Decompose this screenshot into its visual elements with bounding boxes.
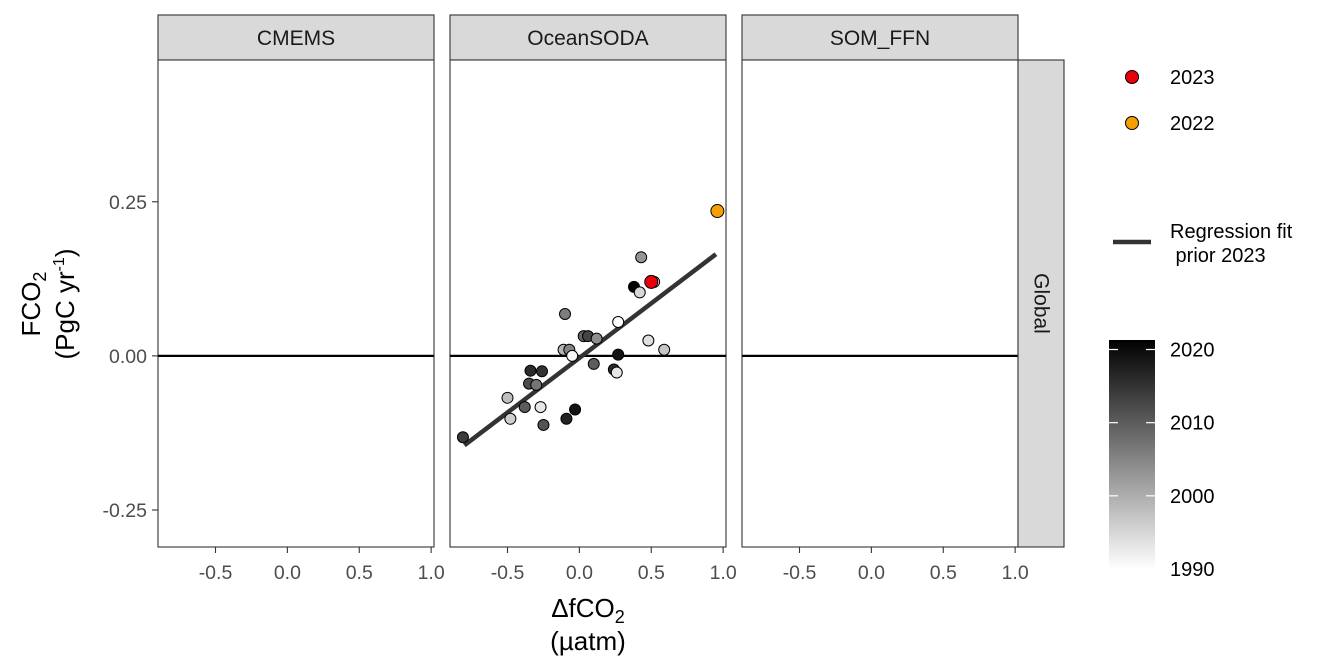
year-colorbar-ticks: 2020 2010 2000 1990 xyxy=(1109,340,1215,581)
panel-strip-cmems xyxy=(157,14,435,61)
x-axis-title-main: ΔfCO xyxy=(551,593,615,623)
x-tick-label: -0.5 xyxy=(199,562,233,584)
panel-cmems: CMEMS xyxy=(157,14,435,548)
colorbar-label: 2000 xyxy=(1170,486,1215,508)
data-point xyxy=(504,412,517,425)
data-point xyxy=(456,431,469,444)
panel-strip-som-ffn xyxy=(741,14,1019,61)
data-point xyxy=(612,348,625,361)
legend-regression-label: Regression fit prior 2023 xyxy=(1170,221,1293,267)
data-point-2023 xyxy=(644,274,659,289)
colorbar-label: 2020 xyxy=(1170,340,1215,362)
data-point xyxy=(612,315,625,328)
y-axis-unit: (PgC yr-1) xyxy=(50,248,80,359)
panel-oceansoda: OceanSODA xyxy=(449,14,727,548)
x-axis-title-subscript: 2 xyxy=(615,607,625,627)
row-strip-rect xyxy=(1017,59,1065,548)
panel-plot-area-som-ffn xyxy=(741,59,1019,548)
data-point xyxy=(530,378,543,391)
colorbar-label: 1990 xyxy=(1170,559,1215,581)
panel-strip-label-oceansoda: OceanSODA xyxy=(527,27,648,50)
legend-2022-marker xyxy=(1125,116,1139,130)
data-point xyxy=(658,343,671,356)
panel-strip-label-som-ffn: SOM_FFN xyxy=(830,27,930,50)
data-point xyxy=(560,412,573,425)
y-axis: -0.25 0.00 0.25 xyxy=(103,192,158,522)
row-strip-global: Global xyxy=(1017,59,1065,548)
panel-strip-label-cmems: CMEMS xyxy=(257,27,335,50)
data-point xyxy=(642,334,655,347)
row-strip-label: Global xyxy=(1030,273,1053,334)
panel-plot-area-oceansoda xyxy=(449,59,727,548)
colorbar-label: 2010 xyxy=(1170,413,1215,435)
data-point-2022 xyxy=(710,204,725,219)
y-tick-label: -0.25 xyxy=(103,500,148,522)
data-point xyxy=(569,403,582,416)
y-tick-label: 0.25 xyxy=(109,192,147,214)
y-axis-title-main: FCO xyxy=(16,282,46,337)
x-axis-unit: (µatm) xyxy=(550,626,626,656)
x-tick-label: -0.5 xyxy=(491,562,525,584)
data-point xyxy=(501,391,514,404)
data-point xyxy=(518,401,531,414)
data-point xyxy=(590,332,603,345)
facet-panels: CMEMS OceanSODA SOM_FFN Global xyxy=(157,14,1065,548)
legend-2022-label: 2022 xyxy=(1170,113,1215,135)
year-colorbar xyxy=(1109,340,1155,569)
x-axis-title: ΔfCO2 xyxy=(551,593,625,627)
data-point xyxy=(635,251,648,264)
data-point xyxy=(633,286,646,299)
x-tick-label: 0.0 xyxy=(858,562,885,584)
legend: 2023 2022 Regression fit prior 2023 2020… xyxy=(1109,67,1293,581)
data-point xyxy=(534,401,547,414)
x-tick-label: 0.5 xyxy=(930,562,957,584)
data-point xyxy=(524,364,537,377)
x-tick-label: 1.0 xyxy=(418,562,445,584)
panel-som-ffn: SOM_FFN xyxy=(741,14,1019,548)
legend-2023-label: 2023 xyxy=(1170,67,1215,89)
regression-fit-line xyxy=(463,252,718,448)
x-tick-label: 0.5 xyxy=(346,562,373,584)
x-tick-label: 1.0 xyxy=(710,562,737,584)
y-axis-unit-main: (PgC yr xyxy=(50,271,80,359)
panel-plot-area-cmems xyxy=(157,59,435,548)
y-axis-unit-close: ) xyxy=(50,248,80,257)
y-axis-title-group: FCO2 (PgC yr-1) xyxy=(16,248,80,359)
legend-regression-label-line2: prior 2023 xyxy=(1170,245,1266,267)
y-tick-label: 0.00 xyxy=(109,346,147,368)
data-point xyxy=(566,349,579,362)
x-axes: -0.5 0.0 0.5 1.0 -0.5 0.0 0.5 1.0 -0.5 0.0 0.5 1.0 xyxy=(199,547,1029,584)
panel-strip-oceansoda xyxy=(449,14,727,61)
data-point xyxy=(559,307,571,320)
legend-2023-marker xyxy=(1125,70,1139,84)
x-tick-label: 0.0 xyxy=(566,562,593,584)
legend-regression-label-line1: Regression fit xyxy=(1170,221,1293,243)
y-axis-unit-superscript: -1 xyxy=(51,257,68,271)
data-point xyxy=(537,418,550,431)
data-point xyxy=(536,365,548,378)
x-tick-label: -0.5 xyxy=(783,562,817,584)
data-point xyxy=(587,357,600,370)
y-axis-title-subscript: 2 xyxy=(30,272,50,282)
data-point xyxy=(610,366,623,379)
x-tick-label: 1.0 xyxy=(1002,562,1029,584)
x-tick-label: 0.5 xyxy=(638,562,665,584)
x-tick-label: 0.0 xyxy=(274,562,301,584)
y-axis-title: FCO2 xyxy=(16,272,50,337)
